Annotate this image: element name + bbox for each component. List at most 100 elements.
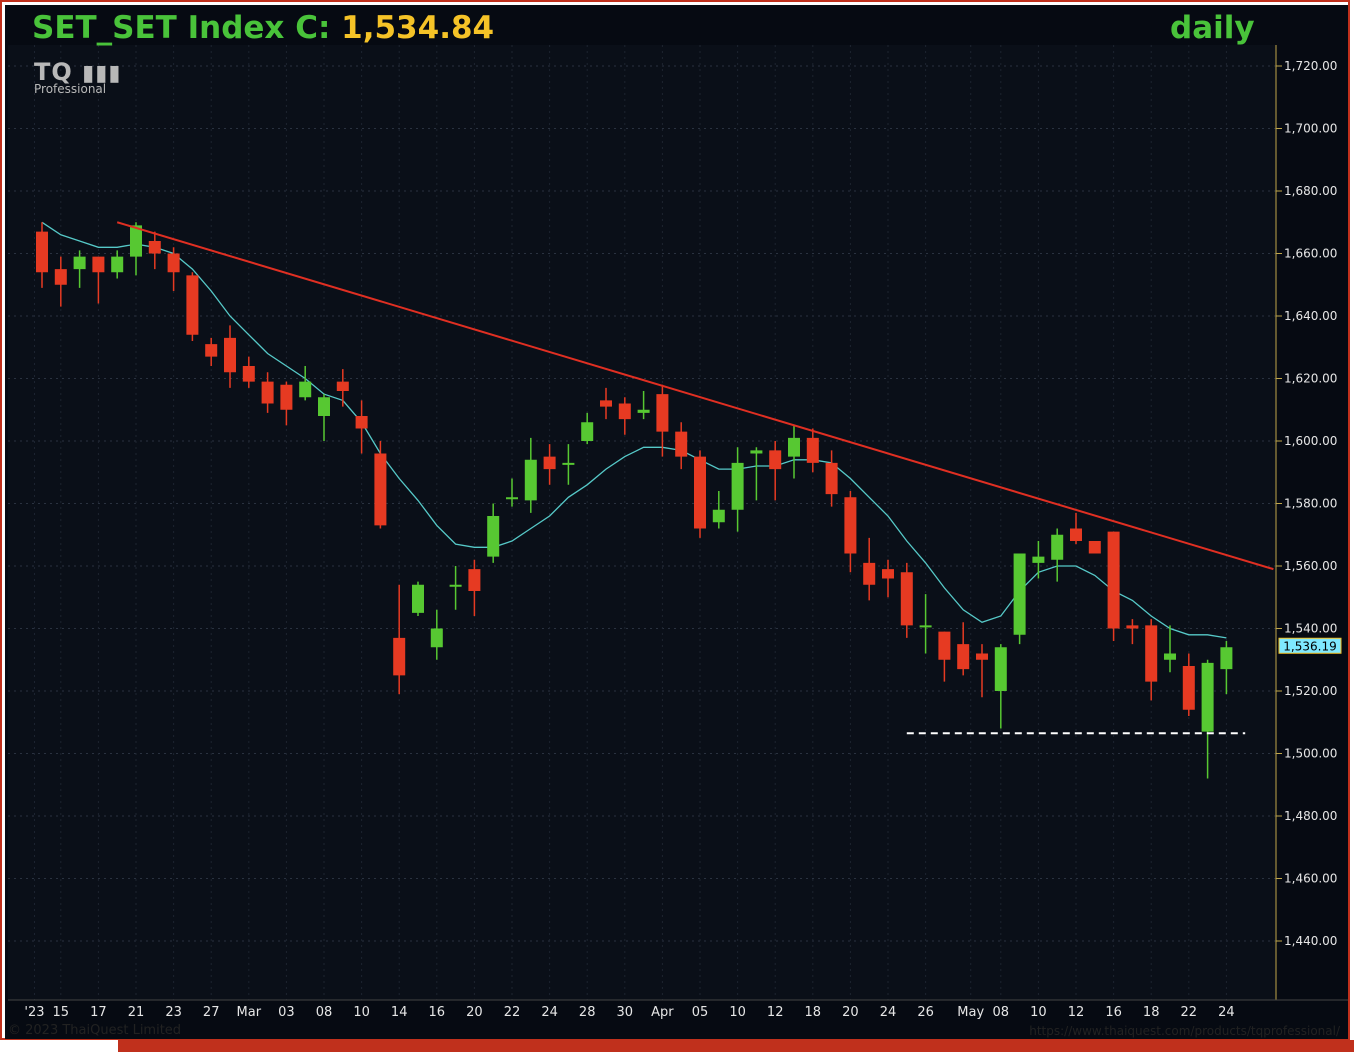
x-tick-label: 22 <box>504 1005 521 1020</box>
x-tick-label: 17 <box>90 1005 107 1020</box>
x-tick-label: 20 <box>466 1005 483 1020</box>
candle-body <box>73 256 86 270</box>
candle <box>1051 528 1064 582</box>
candle <box>769 441 782 501</box>
candle <box>130 222 142 276</box>
candle <box>1107 531 1120 641</box>
x-tick-label: '23 <box>24 1005 44 1020</box>
x-tick-label: 12 <box>767 1005 784 1020</box>
y-tick-label: 1,720.00 <box>1284 59 1337 73</box>
candle-body <box>1164 653 1176 660</box>
candle <box>581 412 594 445</box>
x-tick-label: 18 <box>805 1005 822 1020</box>
candle <box>318 394 330 441</box>
y-tick-label: 1,500.00 <box>1284 747 1337 761</box>
y-tick-label: 1,640.00 <box>1284 309 1337 323</box>
last-price-text: 1,536.19 <box>1283 639 1336 653</box>
candle-body <box>712 509 725 523</box>
candle-body <box>656 394 669 432</box>
x-tick-label: 26 <box>917 1005 934 1020</box>
y-tick-label: 1,600.00 <box>1284 434 1337 448</box>
candle-body <box>976 653 988 660</box>
candle <box>938 631 951 682</box>
candle <box>1182 653 1195 716</box>
plot-area <box>8 45 1276 1000</box>
candlestick-chart: 1,440.00 1,460.00 1,480.00 1,500.00 1,520.00… <box>5 5 1348 1039</box>
candle <box>506 478 518 507</box>
x-tick-label: 16 <box>1105 1005 1122 1020</box>
candle-body <box>449 584 462 587</box>
candle <box>600 387 612 420</box>
candle <box>919 594 932 654</box>
candle-body <box>1051 534 1064 560</box>
x-tick-label: 27 <box>203 1005 220 1020</box>
candle-body <box>1201 662 1214 732</box>
candle-body <box>1032 556 1045 563</box>
candle-body <box>581 422 594 441</box>
x-tick-label: 30 <box>617 1005 634 1020</box>
x-tick-label: 21 <box>128 1005 145 1020</box>
candle-body <box>374 453 387 526</box>
candle-body <box>900 572 913 626</box>
candle-body <box>1220 647 1233 670</box>
candle-body <box>111 256 124 273</box>
copyright-text: © 2023 ThaiQuest Limited <box>8 1023 182 1038</box>
x-tick-label: 23 <box>165 1005 182 1020</box>
candle <box>355 400 368 454</box>
candle <box>224 325 236 388</box>
x-tick-label: 24 <box>1218 1005 1235 1020</box>
x-tick-label: 18 <box>1143 1005 1160 1020</box>
candle-body <box>938 631 951 660</box>
close-value: 1,534.84 <box>341 10 495 46</box>
candle-body <box>224 337 236 373</box>
candle-body <box>336 381 349 391</box>
candle-body <box>731 462 744 510</box>
candle-body <box>92 256 105 273</box>
grid <box>8 45 1276 1000</box>
candle <box>863 537 876 601</box>
candle <box>788 425 800 479</box>
candle-body <box>430 628 443 648</box>
candle <box>242 356 255 388</box>
candle-body <box>694 456 706 529</box>
candle <box>694 450 706 538</box>
candle <box>280 381 293 426</box>
candle <box>731 447 744 532</box>
candle <box>1013 553 1026 645</box>
x-tick-label: Apr <box>651 1005 674 1020</box>
candle <box>562 444 575 485</box>
candle <box>393 584 406 695</box>
title-symbol: SET_SET Index C: <box>32 10 342 46</box>
y-tick-label: 1,540.00 <box>1284 622 1337 636</box>
candle-body <box>299 381 312 398</box>
y-tick-label: 1,520.00 <box>1284 684 1337 698</box>
y-tick-label: 1,580.00 <box>1284 497 1337 511</box>
candle-body <box>788 437 800 457</box>
x-tick-label: 28 <box>579 1005 596 1020</box>
x-tick-label: 22 <box>1181 1005 1198 1020</box>
x-tick-label: Mar <box>237 1005 262 1020</box>
candle <box>487 503 500 563</box>
candle <box>844 491 857 573</box>
candle-body <box>1070 528 1082 541</box>
candle-body <box>825 462 838 495</box>
candle <box>882 559 894 598</box>
candle <box>1201 659 1214 779</box>
candle <box>1070 512 1082 545</box>
candle-body <box>919 625 932 628</box>
candle <box>675 422 688 470</box>
candle-body <box>355 416 368 429</box>
candle <box>468 559 481 616</box>
candle <box>374 441 387 529</box>
candle-body <box>1088 541 1101 554</box>
candle-body <box>543 456 556 470</box>
candle-body <box>994 647 1007 691</box>
y-tick-label: 1,440.00 <box>1284 934 1337 948</box>
candle <box>73 250 86 288</box>
y-tick-label: 1,560.00 <box>1284 559 1337 573</box>
x-tick-label: 05 <box>692 1005 709 1020</box>
candle-body <box>844 497 857 554</box>
candle <box>1164 625 1176 673</box>
candle-body <box>167 253 180 273</box>
